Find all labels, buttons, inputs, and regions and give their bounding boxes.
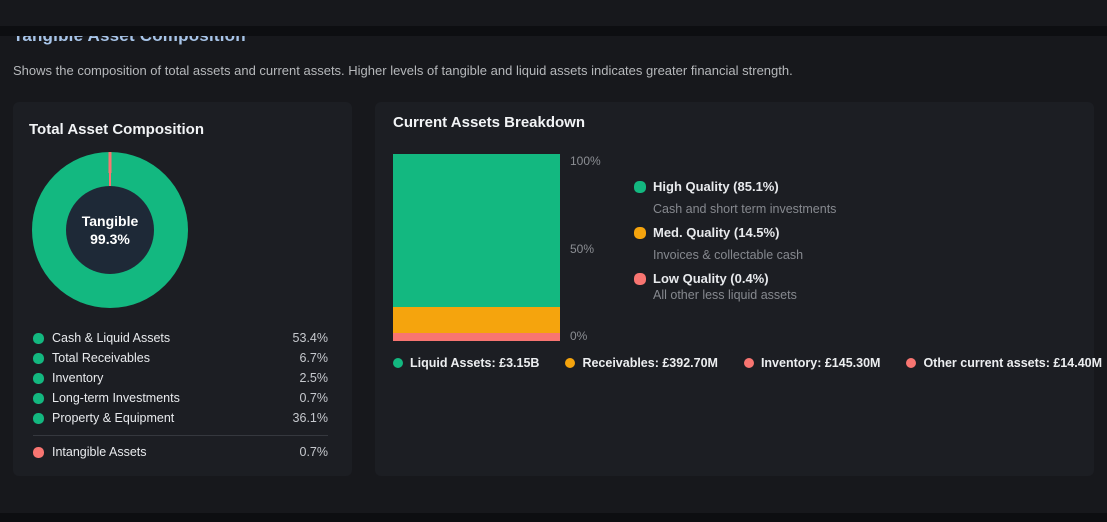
list-item-inventory[interactable]: Inventory 2.5% xyxy=(33,368,328,388)
current-assets-breakdown-panel: Current Assets Breakdown 100% 50% 0% Hig… xyxy=(375,102,1102,476)
y-axis-tick-0: 0% xyxy=(570,329,588,343)
y-axis-tick-100: 100% xyxy=(570,154,601,168)
list-item-label: Cash & Liquid Assets xyxy=(52,331,171,345)
donut-center-label: Tangible xyxy=(81,213,139,229)
legend-dot-icon xyxy=(565,358,576,368)
legend-dot-icon xyxy=(33,372,44,384)
total-inventory[interactable]: Inventory: £145.30M xyxy=(743,356,881,370)
legend-description: Cash and short term investments xyxy=(653,202,837,216)
total-label: Other current assets: £14.40M xyxy=(923,356,1103,370)
total-asset-composition-panel: Total Asset Composition Tangible 99.3% C… xyxy=(13,102,352,476)
list-item-label: Inventory xyxy=(52,371,104,385)
donut-center-value: 99.3% xyxy=(90,231,130,247)
legend-dot-icon xyxy=(634,180,646,193)
dashboard-page: Tangible Asset Composition Shows the com… xyxy=(0,26,1107,476)
legend-label: High Quality (85.1%) xyxy=(653,179,779,194)
list-item-longterm-investments[interactable]: Long-term Investments 0.7% xyxy=(33,388,328,408)
panels-row: Total Asset Composition Tangible 99.3% C… xyxy=(13,102,1102,476)
list-item-label: Intangible Assets xyxy=(52,445,147,459)
list-item-property-equipment[interactable]: Property & Equipment 36.1% xyxy=(33,408,328,428)
page-subtitle: Shows the composition of total assets an… xyxy=(13,63,793,78)
list-item-value: 6.7% xyxy=(299,351,329,365)
list-item-value: 0.7% xyxy=(299,391,329,405)
totals-legend-row: Liquid Assets: £3.15B Receivables: £392.… xyxy=(393,356,1102,370)
list-item-label: Property & Equipment xyxy=(52,411,175,425)
bottom-window-edge xyxy=(0,513,1107,522)
legend-dot-icon xyxy=(33,412,44,424)
legend-dot-icon xyxy=(33,352,44,364)
list-item-cash-liquid[interactable]: Cash & Liquid Assets 53.4% xyxy=(33,328,328,348)
legend-item-med-quality[interactable]: Med. Quality (14.5%) Invoices & collecta… xyxy=(634,225,836,262)
legend-dot-icon xyxy=(33,392,44,404)
legend-item-low-quality[interactable]: Low Quality (0.4%) All other less liquid… xyxy=(634,271,836,302)
list-divider xyxy=(33,435,328,436)
legend-description: All other less liquid assets xyxy=(653,288,797,302)
current-assets-stacked-bar xyxy=(393,154,560,341)
bar-segment-med-quality[interactable] xyxy=(393,306,560,333)
total-assets-donut-chart[interactable]: Tangible 99.3% xyxy=(32,152,188,308)
legend-dot-icon xyxy=(393,358,403,368)
legend-dot-icon xyxy=(33,332,44,344)
panel-title-total-assets: Total Asset Composition xyxy=(29,121,205,138)
legend-dot-icon xyxy=(743,358,754,368)
legend-label: Med. Quality (14.5%) xyxy=(653,225,780,240)
total-label: Liquid Assets: £3.15B xyxy=(410,356,540,370)
donut-center: Tangible 99.3% xyxy=(66,186,154,274)
quality-legend: High Quality (85.1%) Cash and short term… xyxy=(634,179,836,311)
total-liquid-assets[interactable]: Liquid Assets: £3.15B xyxy=(393,356,539,370)
list-item-value: 36.1% xyxy=(292,411,328,425)
legend-description: Invoices & collectable cash xyxy=(653,248,804,262)
list-item-value: 2.5% xyxy=(299,371,329,385)
list-item-value: 0.7% xyxy=(299,445,329,459)
list-item-label: Long-term Investments xyxy=(52,391,180,405)
legend-dot-icon xyxy=(906,358,917,368)
total-other-current-assets[interactable]: Other current assets: £14.40M xyxy=(906,356,1102,370)
total-label: Inventory: £145.30M xyxy=(760,356,881,370)
legend-label: Low Quality (0.4%) xyxy=(653,271,769,286)
y-axis-tick-50: 50% xyxy=(570,242,595,256)
total-receivables[interactable]: Receivables: £392.70M xyxy=(565,356,718,370)
legend-dot-icon xyxy=(634,272,646,285)
list-item-value: 53.4% xyxy=(292,331,328,345)
bar-segment-low-quality[interactable] xyxy=(393,333,560,341)
list-item-intangible-assets[interactable]: Intangible Assets 0.7% xyxy=(33,442,328,462)
bar-segment-high-quality[interactable] xyxy=(393,154,560,307)
panel-title-current-assets: Current Assets Breakdown xyxy=(393,114,585,131)
total-label: Receivables: £392.70M xyxy=(582,356,718,370)
legend-dot-icon xyxy=(634,226,646,239)
legend-item-high-quality[interactable]: High Quality (85.1%) Cash and short term… xyxy=(634,179,836,216)
list-item-label: Total Receivables xyxy=(52,351,150,365)
legend-dot-icon xyxy=(33,446,44,458)
top-window-edge xyxy=(0,26,1107,36)
list-item-receivables[interactable]: Total Receivables 6.7% xyxy=(33,348,328,368)
asset-legend-list: Cash & Liquid Assets 53.4% Total Receiva… xyxy=(33,328,328,462)
